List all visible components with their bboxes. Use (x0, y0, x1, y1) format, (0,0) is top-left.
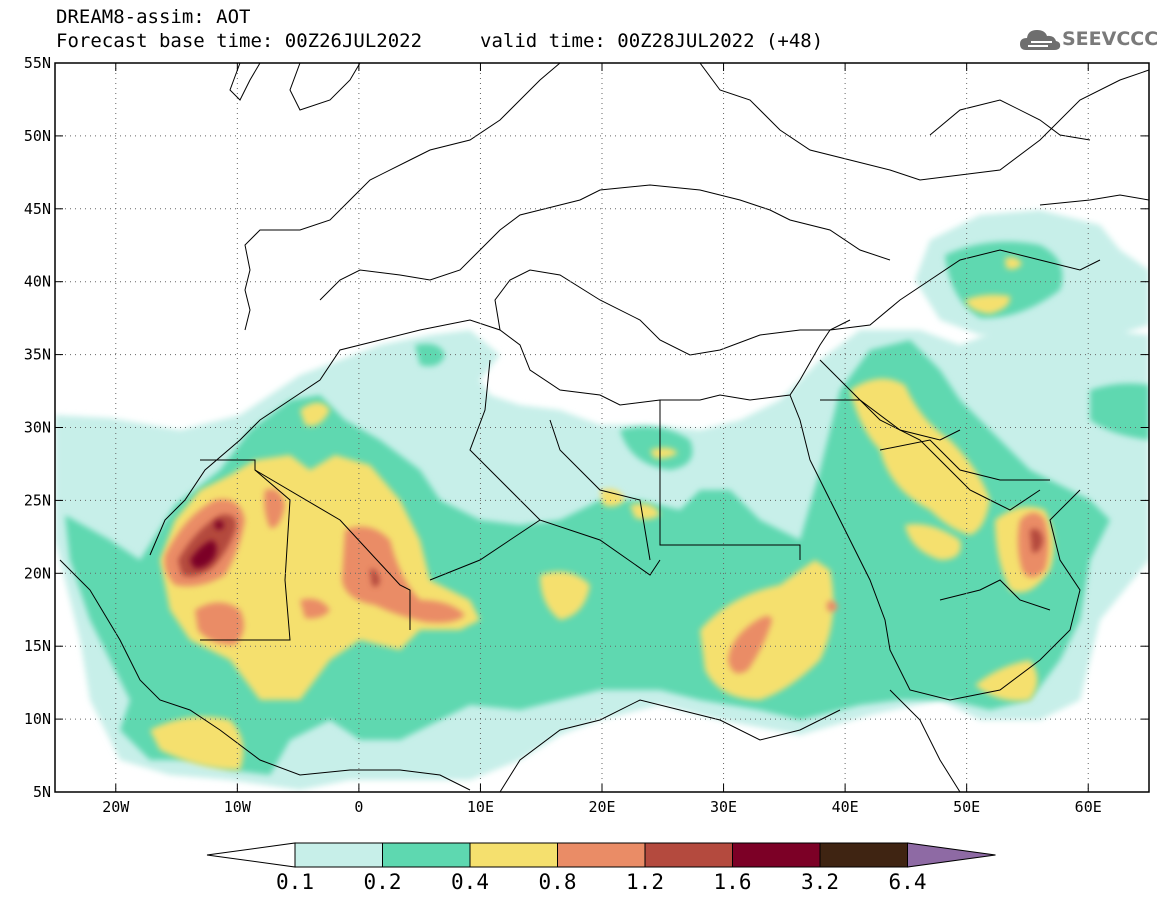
colorbar-label: 0.1 (276, 870, 314, 894)
map-ticks: 55N 50N 45N 40N 35N 30N 25N 20N 15N 10N 5N 20W 10W 0 1… (24, 54, 1149, 816)
lat-tick-label: 20N (24, 564, 51, 582)
lon-tick-label: 30E (710, 798, 737, 816)
lat-tick-label: 35N (24, 346, 51, 364)
time-info: Forecast base time: 00Z26JUL2022 valid ti… (56, 30, 823, 52)
colorbar-swatch (732, 842, 821, 868)
lat-tick-label: 40N (24, 273, 51, 291)
colorbar-low-arrow (206, 842, 296, 868)
aot-field (55, 210, 1149, 790)
colorbar-swatch (469, 842, 558, 868)
colorbar-label: 6.4 (889, 870, 927, 894)
lat-tick-label: 55N (24, 54, 51, 72)
colorbar-swatch (382, 842, 471, 868)
lon-tick-label: 50E (953, 798, 980, 816)
lon-tick-label: 20W (102, 798, 130, 816)
map-title: DREAM8-assim: AOT (56, 6, 251, 28)
lon-tick-label: 40E (832, 798, 859, 816)
lat-tick-label: 50N (24, 127, 51, 145)
lon-tick-label: 10W (224, 798, 252, 816)
colorbar-swatch (819, 842, 908, 868)
lon-tick-label: 20E (588, 798, 615, 816)
lat-tick-label: 15N (24, 637, 51, 655)
valid-time: valid time: 00Z28JUL2022 (+48) (480, 30, 824, 52)
lon-tick-label: 60E (1075, 798, 1102, 816)
lat-tick-label: 25N (24, 491, 51, 509)
colorbar-label: 1.6 (714, 870, 752, 894)
colorbar-label: 3.2 (801, 870, 839, 894)
lon-tick-label: 10E (467, 798, 494, 816)
map-frame (54, 62, 1150, 793)
colorbar-label: 0.4 (451, 870, 489, 894)
lat-tick-label: 45N (24, 200, 51, 218)
colorbar-swatch (644, 842, 733, 868)
lat-tick-label: 5N (33, 783, 51, 801)
brand-logo-text: SEEVCCC (1062, 28, 1159, 50)
lon-tick-label: 0 (354, 798, 363, 816)
colorbar-swatch (294, 842, 383, 868)
colorbar-swatch (557, 842, 646, 868)
colorbar-label: 0.2 (364, 870, 402, 894)
forecast-base-time: Forecast base time: 00Z26JUL2022 (56, 30, 423, 52)
lat-tick-label: 30N (24, 419, 51, 437)
lat-tick-label: 10N (24, 710, 51, 728)
colorbar-high-arrow (907, 842, 996, 868)
colorbar-label: 0.8 (539, 870, 577, 894)
cloud-icon (1020, 30, 1061, 50)
colorbar-label: 1.2 (626, 870, 664, 894)
aot-level-1.6 (190, 520, 224, 569)
colorbar: 0.1 0.2 0.4 0.8 1.2 1.6 3.2 6.4 (206, 842, 996, 894)
aot-level-0.2 (65, 241, 1149, 775)
